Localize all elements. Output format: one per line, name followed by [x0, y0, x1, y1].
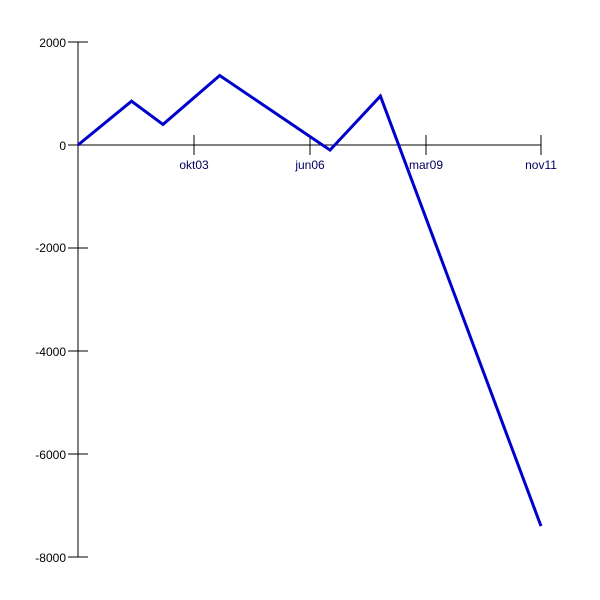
- x-tick-label: okt03: [179, 158, 209, 172]
- x-tick-label: mar09: [409, 158, 443, 172]
- y-axis: [68, 41, 88, 558]
- y-tick-label: 2000: [39, 36, 66, 50]
- y-tick-label: 0: [59, 139, 66, 153]
- x-tick-label: nov11: [525, 158, 557, 172]
- series-layer: [77, 73, 543, 527]
- x-tick-label: jun06: [294, 158, 325, 172]
- y-tick-label: -2000: [35, 241, 66, 255]
- x-axis: [78, 135, 542, 155]
- y-tick-label: -6000: [35, 448, 66, 462]
- y-tick-label: -4000: [35, 345, 66, 359]
- y-tick-label: -8000: [35, 551, 66, 565]
- series-line: [77, 73, 543, 527]
